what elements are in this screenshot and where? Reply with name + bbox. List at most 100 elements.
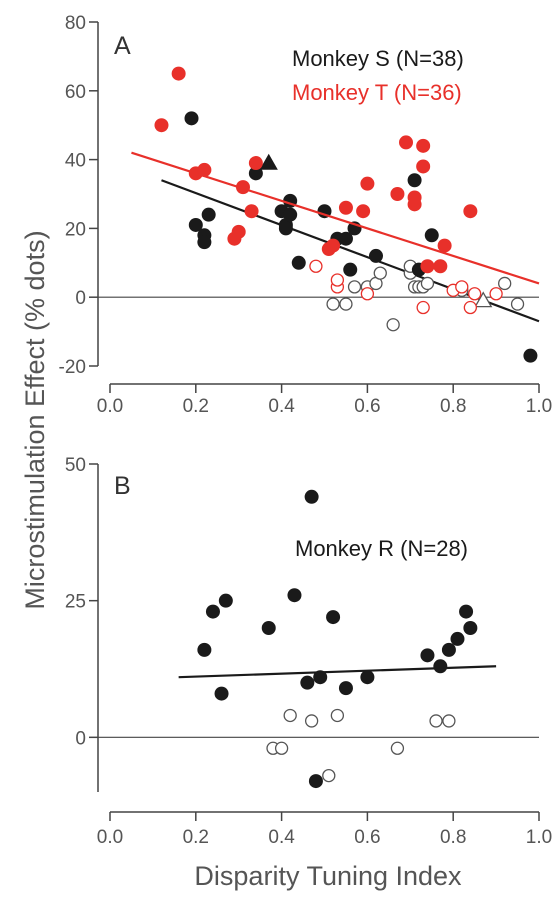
filled-point	[201, 207, 216, 222]
open-point	[330, 708, 345, 723]
open-point	[429, 714, 443, 728]
filled-point	[437, 238, 452, 253]
y-tick-label: 80	[65, 13, 86, 34]
legend-entry: Monkey T (N=36)	[292, 80, 462, 105]
filled-point	[356, 204, 371, 219]
filled-point	[338, 200, 353, 215]
filled-point	[218, 593, 233, 608]
filled-triangle-point	[259, 153, 278, 170]
filled-point	[407, 173, 422, 188]
x-tick-label: 0.4	[268, 396, 295, 417]
filled-point	[300, 675, 315, 690]
filled-point	[450, 631, 465, 646]
panel-a: -20 0 20 40 60 80 0.0 0.2 0.4 0.6 0.8 1.0 A Monkey S …	[59, 13, 553, 417]
filled-point	[441, 642, 456, 657]
y-tick-label: 50	[65, 455, 86, 476]
filled-point	[407, 197, 422, 212]
open-triangle-point	[474, 291, 493, 308]
open-point	[274, 741, 289, 755]
x-tick-label: 0.6	[354, 396, 380, 417]
legend-entry: Monkey R (N=28)	[295, 536, 468, 561]
filled-point	[184, 111, 199, 126]
y-tick-label: 0	[75, 288, 86, 309]
filled-point	[338, 231, 353, 246]
filled-point	[235, 180, 250, 195]
open-point	[442, 714, 456, 728]
filled-point	[420, 259, 435, 274]
filled-point	[360, 670, 375, 685]
y-axis-label: Microstimulation Effect (% dots)	[20, 230, 50, 609]
filled-point	[416, 159, 431, 174]
filled-point	[326, 238, 341, 253]
open-point	[304, 714, 319, 728]
open-point	[463, 300, 478, 315]
filled-point	[188, 217, 203, 232]
series-1	[131, 66, 540, 315]
filled-point	[459, 604, 474, 619]
filled-point	[197, 235, 212, 250]
filled-point	[248, 166, 263, 181]
x-tick-label: 1.0	[526, 396, 552, 417]
filled-point	[338, 681, 353, 696]
fit-line	[178, 665, 497, 679]
filled-point	[261, 621, 276, 635]
x-tick-label: 0.8	[440, 827, 466, 848]
open-point	[467, 287, 482, 301]
filled-point	[424, 228, 439, 243]
filled-point	[205, 604, 220, 619]
x-tick-label: 1.0	[526, 827, 552, 848]
open-point	[309, 259, 323, 273]
filled-point	[154, 118, 169, 133]
filled-point	[416, 138, 431, 153]
filled-point	[523, 348, 538, 363]
open-point	[330, 273, 345, 287]
y-tick-label: 40	[65, 151, 86, 172]
open-point	[347, 280, 362, 294]
filled-point	[463, 204, 478, 219]
filled-point	[326, 610, 341, 625]
filled-point	[171, 66, 186, 81]
filled-point	[214, 686, 229, 701]
filled-point	[368, 248, 383, 263]
filled-point	[463, 621, 478, 635]
series-0	[178, 489, 497, 789]
open-point	[386, 318, 400, 332]
panel-label: B	[114, 472, 131, 500]
filled-point	[360, 176, 375, 191]
y-tick-label: 60	[65, 82, 86, 103]
filled-point	[433, 259, 448, 274]
filled-point	[197, 162, 212, 177]
x-tick-label: 0.6	[354, 827, 380, 848]
filled-point	[244, 204, 259, 219]
panel-b: 0 25 50 0.0 0.2 0.4 0.6 0.8 1.0 B Monkey R (N=28)	[65, 455, 552, 848]
x-tick-label: 0.2	[183, 827, 209, 848]
open-point	[498, 276, 512, 291]
filled-point	[287, 588, 302, 603]
open-point	[489, 287, 503, 301]
filled-point	[313, 670, 328, 685]
open-point	[455, 280, 469, 294]
x-tick-label: 0.4	[268, 827, 295, 848]
filled-point	[420, 648, 435, 663]
filled-point	[197, 642, 212, 657]
filled-point	[231, 224, 246, 239]
x-axis-label: Disparity Tuning Index	[194, 861, 462, 891]
filled-point	[390, 187, 405, 201]
filled-point	[283, 207, 298, 222]
open-point	[390, 741, 405, 755]
y-tick-label: 0	[75, 728, 86, 749]
filled-point	[248, 156, 263, 171]
filled-point	[278, 221, 293, 236]
filled-point	[304, 489, 319, 504]
open-point	[420, 276, 435, 291]
open-point	[283, 708, 297, 723]
panel-label: A	[114, 32, 131, 60]
x-tick-label: 0.2	[183, 396, 209, 417]
filled-point	[343, 262, 358, 277]
legend-entry: Monkey S (N=38)	[292, 46, 464, 71]
filled-point	[433, 659, 448, 674]
x-tick-label: 0.0	[97, 396, 123, 417]
y-tick-label: 25	[65, 592, 86, 613]
open-point	[322, 768, 336, 783]
